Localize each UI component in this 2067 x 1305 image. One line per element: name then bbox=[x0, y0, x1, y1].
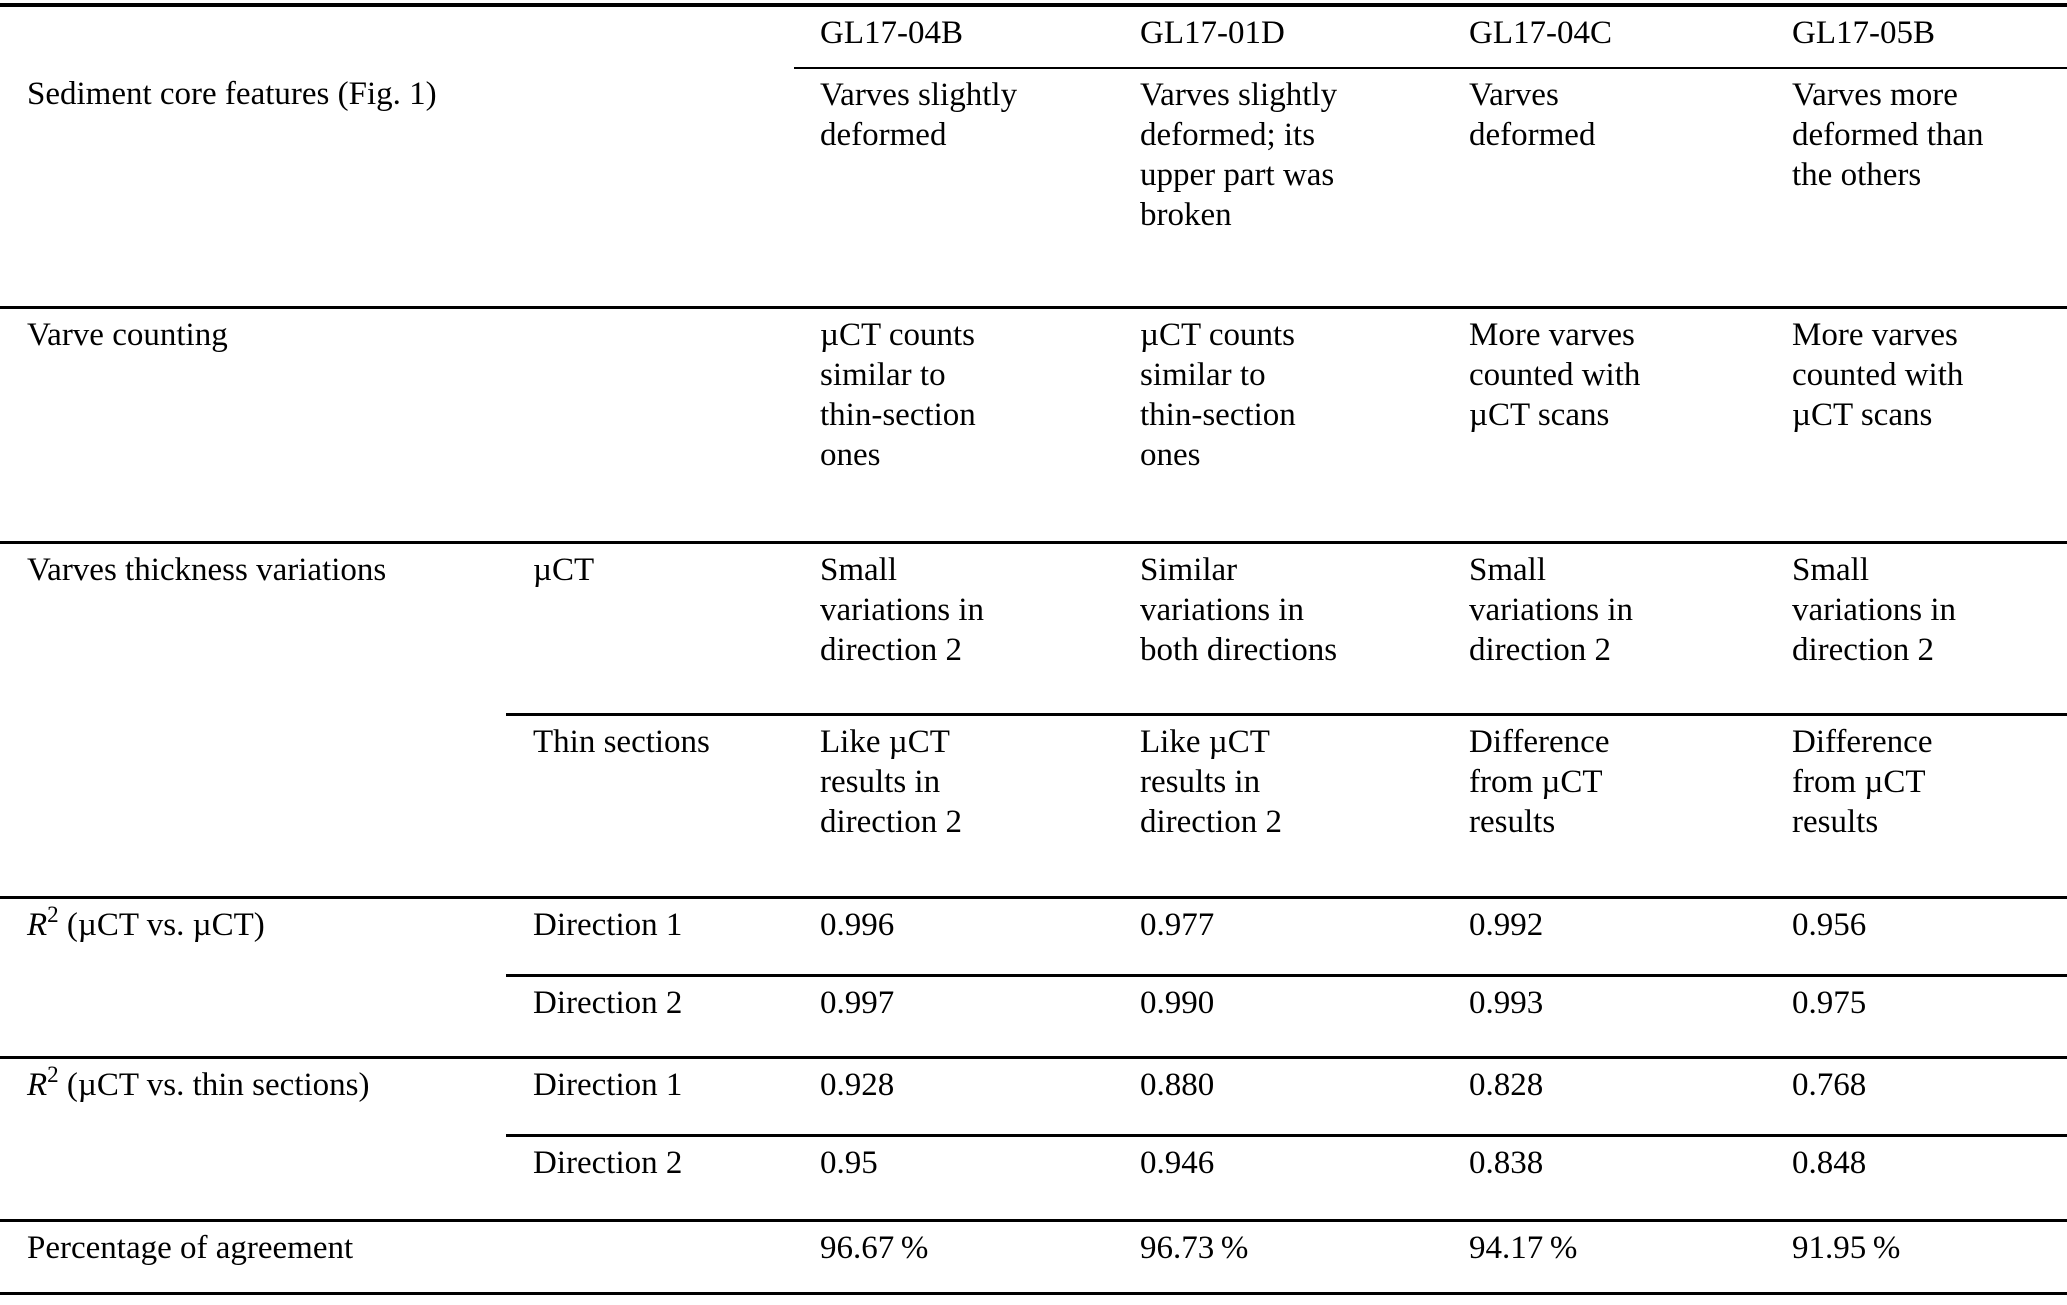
cell-thickness-uct-gl17-04c: Small variations in direction 2 bbox=[1443, 542, 1766, 716]
cell-thickness-thin-gl17-04c: Difference from µCT results bbox=[1443, 714, 1766, 899]
cell-agreement-gl17-04c: 94.17 % bbox=[1443, 1220, 1766, 1295]
cell-features-gl17-05b: Varves more deformed than the others bbox=[1766, 68, 2067, 309]
cell-thickness-thin-gl17-04b: Like µCT results in direction 2 bbox=[794, 714, 1114, 899]
cell-r2thin-d2-gl17-01d: 0.946 bbox=[1114, 1135, 1443, 1222]
row-varve-counting: Varve counting µCT counts similar to thi… bbox=[0, 307, 2067, 544]
cell-r2uct-d1-gl17-04b: 0.996 bbox=[794, 897, 1114, 977]
cell-thickness-uct-gl17-05b: Small variations in direction 2 bbox=[1766, 542, 2067, 716]
r2-exponent: 2 bbox=[47, 1061, 59, 1087]
row-percentage-agreement: Percentage of agreement 96.67 % 96.73 % … bbox=[0, 1220, 2067, 1295]
r2-thin-label-rest: (µCT vs. thin sections) bbox=[58, 1066, 370, 1103]
row-label-thickness: Varves thickness variations bbox=[0, 542, 506, 899]
sublabel-direction2: Direction 2 bbox=[506, 975, 794, 1059]
sublabel-direction1: Direction 1 bbox=[506, 897, 794, 977]
row-label-agreement: Percentage of agreement bbox=[0, 1220, 794, 1295]
sediment-core-comparison-table: GL17-04B GL17-01D GL17-04C GL17-05B Sedi… bbox=[0, 3, 2067, 1295]
cell-r2thin-d1-gl17-04b: 0.928 bbox=[794, 1057, 1114, 1137]
row-r2-uct-direction1: R2 (µCT vs. µCT) Direction 1 0.996 0.977… bbox=[0, 897, 2067, 1059]
header-row: GL17-04B GL17-01D GL17-04C GL17-05B bbox=[0, 5, 2067, 69]
cell-counting-gl17-04c: More varves counted with µCT scans bbox=[1443, 307, 1766, 544]
col-header-gl17-01d: GL17-01D bbox=[1114, 5, 1443, 69]
cell-r2thin-d2-gl17-05b: 0.848 bbox=[1766, 1135, 2067, 1222]
r2-uct-label-rest: (µCT vs. µCT) bbox=[58, 906, 265, 943]
cell-r2thin-d1-gl17-04c: 0.828 bbox=[1443, 1057, 1766, 1137]
cell-features-gl17-01d: Varves slightly deformed; its upper part… bbox=[1114, 68, 1443, 309]
r2-symbol: R bbox=[27, 1066, 48, 1103]
cell-counting-gl17-01d: µCT counts similar to thin-section ones bbox=[1114, 307, 1443, 544]
sublabel-thin-sections: Thin sections bbox=[506, 714, 794, 899]
cell-r2thin-d1-gl17-01d: 0.880 bbox=[1114, 1057, 1443, 1137]
row-thickness-uct: Varves thickness variations µCT Small va… bbox=[0, 542, 2067, 899]
row-label-r2-uct: R2 (µCT vs. µCT) bbox=[0, 897, 506, 1059]
col-header-gl17-04b: GL17-04B bbox=[794, 5, 1114, 69]
row-r2-thin-direction2: Direction 2 0.95 0.946 0.838 0.848 bbox=[0, 1135, 2067, 1222]
cell-r2uct-d1-gl17-01d: 0.977 bbox=[1114, 897, 1443, 977]
cell-r2thin-d1-gl17-05b: 0.768 bbox=[1766, 1057, 2067, 1137]
sublabel-direction2: Direction 2 bbox=[506, 1135, 794, 1222]
cell-thickness-thin-gl17-05b: Difference from µCT results bbox=[1766, 714, 2067, 899]
row-r2-uct-direction2: Direction 2 0.997 0.990 0.993 0.975 bbox=[0, 975, 2067, 1059]
cell-r2uct-d2-gl17-04b: 0.997 bbox=[794, 975, 1114, 1059]
cell-thickness-uct-gl17-04b: Small variations in direction 2 bbox=[794, 542, 1114, 716]
cell-r2uct-d2-gl17-04c: 0.993 bbox=[1443, 975, 1766, 1059]
header-spacer bbox=[0, 5, 794, 68]
cell-thickness-uct-gl17-01d: Similar variations in both directions bbox=[1114, 542, 1443, 716]
row-label-r2-thin: R2 (µCT vs. thin sections) bbox=[0, 1057, 506, 1222]
cell-r2uct-d1-gl17-05b: 0.956 bbox=[1766, 897, 2067, 977]
cell-features-gl17-04c: Varves deformed bbox=[1443, 68, 1766, 309]
cell-r2uct-d1-gl17-04c: 0.992 bbox=[1443, 897, 1766, 977]
cell-r2uct-d2-gl17-01d: 0.990 bbox=[1114, 975, 1443, 1059]
col-header-gl17-04c: GL17-04C bbox=[1443, 5, 1766, 69]
row-r2-thin-direction1: R2 (µCT vs. thin sections) Direction 1 0… bbox=[0, 1057, 2067, 1222]
r2-exponent: 2 bbox=[47, 901, 59, 927]
cell-thickness-thin-gl17-01d: Like µCT results in direction 2 bbox=[1114, 714, 1443, 899]
row-label-varve-counting: Varve counting bbox=[0, 307, 794, 544]
sublabel-uct: µCT bbox=[506, 542, 794, 716]
row-core-features: Sediment core features (Fig. 1) Varves s… bbox=[0, 68, 2067, 309]
cell-agreement-gl17-05b: 91.95 % bbox=[1766, 1220, 2067, 1295]
sublabel-direction1: Direction 1 bbox=[506, 1057, 794, 1137]
col-header-gl17-05b: GL17-05B bbox=[1766, 5, 2067, 69]
r2-symbol: R bbox=[27, 906, 48, 943]
row-thickness-thin-sections: Thin sections Like µCT results in direct… bbox=[0, 714, 2067, 899]
cell-agreement-gl17-01d: 96.73 % bbox=[1114, 1220, 1443, 1295]
cell-r2uct-d2-gl17-05b: 0.975 bbox=[1766, 975, 2067, 1059]
cell-features-gl17-04b: Varves slightly deformed bbox=[794, 68, 1114, 309]
row-label-core-features: Sediment core features (Fig. 1) bbox=[0, 68, 794, 309]
cell-r2thin-d2-gl17-04b: 0.95 bbox=[794, 1135, 1114, 1222]
cell-counting-gl17-04b: µCT counts similar to thin-section ones bbox=[794, 307, 1114, 544]
cell-counting-gl17-05b: More varves counted with µCT scans bbox=[1766, 307, 2067, 544]
cell-agreement-gl17-04b: 96.67 % bbox=[794, 1220, 1114, 1295]
cell-r2thin-d2-gl17-04c: 0.838 bbox=[1443, 1135, 1766, 1222]
